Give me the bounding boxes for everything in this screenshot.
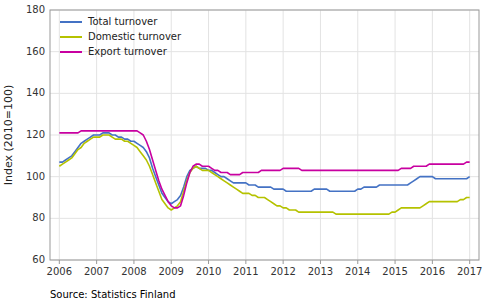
x-tick (320, 260, 321, 264)
plot-frame (50, 10, 479, 260)
x-tick-label: 2007 (84, 266, 109, 277)
grid-line-x (320, 10, 321, 260)
source-note: Source: Statistics Finland (50, 289, 176, 300)
x-tick (208, 260, 209, 264)
grid-line-x (283, 10, 284, 260)
chart: 6080100120140160180200620072008200920102… (0, 0, 493, 304)
grid-line-x (357, 10, 358, 260)
grid-line-y (50, 176, 479, 177)
x-tick (357, 260, 358, 264)
legend-swatch (60, 21, 82, 23)
series-group (59, 131, 469, 214)
x-tick (283, 260, 284, 264)
y-tick-label: 100 (26, 171, 45, 182)
legend-label: Export turnover (88, 46, 168, 57)
series-line (59, 131, 469, 208)
series-line (59, 135, 469, 214)
y-tick-label: 80 (32, 212, 45, 223)
y-tick-label: 120 (26, 129, 45, 140)
grid-line-x (171, 10, 172, 260)
grid-line-y (50, 93, 479, 94)
x-tick (395, 260, 396, 264)
x-tick (245, 260, 246, 264)
grid-line-x (245, 10, 246, 260)
legend-label: Total turnover (87, 16, 158, 27)
x-tick (469, 260, 470, 264)
grid-line-x (432, 10, 433, 260)
legend-label: Domestic turnover (88, 31, 182, 42)
legend: Total turnover Domestic turnover Export tu… (60, 16, 182, 57)
y-tick-label: 60 (32, 254, 45, 265)
grid (50, 10, 479, 260)
legend-swatch (60, 51, 82, 53)
x-tick-label: 2011 (233, 266, 258, 277)
x-tick-label: 2013 (308, 266, 333, 277)
x-tick-label: 2009 (159, 266, 184, 277)
x-axis: 2006 2007 2008 2009 2010 2011 2012 2013 2014 2015… (47, 260, 483, 277)
x-tick-label: 2016 (420, 266, 445, 277)
grid-line-x (469, 10, 470, 260)
x-tick (133, 260, 134, 264)
x-tick (59, 260, 60, 264)
grid-line-x (59, 10, 60, 260)
y-tick-label: 160 (26, 46, 45, 57)
y-tick-label: 180 (26, 4, 45, 15)
x-tick-label: 2012 (270, 266, 295, 277)
x-tick-label: 2010 (196, 266, 221, 277)
x-tick (171, 260, 172, 264)
grid-line-x (395, 10, 396, 260)
grid-line-y (50, 218, 479, 219)
legend-swatch (60, 36, 82, 38)
x-tick-label: 2014 (345, 266, 370, 277)
x-tick (432, 260, 433, 264)
y-axis-label: Index (2010=100) (2, 85, 15, 186)
x-tick-label: 2006 (47, 266, 72, 277)
x-tick (96, 260, 97, 264)
x-tick-label: 2008 (121, 266, 146, 277)
background (0, 0, 493, 304)
x-tick-label: 2015 (382, 266, 407, 277)
y-tick-label: 140 (26, 87, 45, 98)
grid-line-x (208, 10, 209, 260)
y-axis: 60 80 100 120 140 160 180 (26, 4, 45, 265)
x-tick-label: 2017 (457, 266, 482, 277)
